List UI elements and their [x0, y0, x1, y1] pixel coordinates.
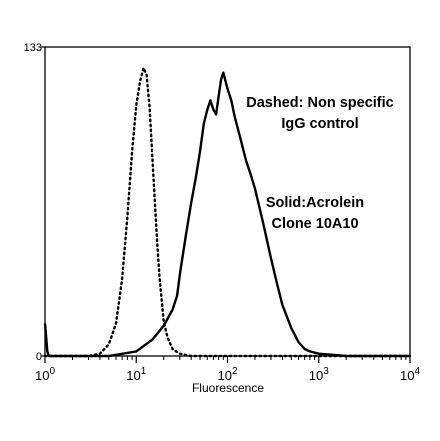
annotation-line: IgG control — [281, 116, 358, 132]
labels: 100 101 102 103 104 0 133 — [24, 42, 421, 383]
x-tick-label: 100 — [35, 366, 55, 383]
series-solid-acrolein — [43, 71, 410, 358]
ticks — [41, 46, 411, 363]
series-dashed-igg-control — [43, 66, 412, 358]
x-tick-label: 103 — [309, 366, 329, 383]
y-tick-label: 0 — [36, 351, 42, 363]
y-tick-label: 133 — [24, 42, 42, 54]
annotation-line: Solid:Acrolein — [266, 195, 364, 211]
x-tick-label: 104 — [400, 366, 420, 383]
x-tick-label: 101 — [126, 366, 146, 383]
annotation-line: Clone 10A10 — [271, 216, 358, 232]
annotations: Dashed: Non specific IgG control Solid:Acr… — [246, 95, 393, 232]
x-tick-label: 102 — [217, 366, 237, 383]
annotation-line: Dashed: Non specific — [246, 95, 393, 111]
x-axis-label: Fluorescence — [192, 381, 264, 395]
series-layer — [43, 66, 412, 358]
